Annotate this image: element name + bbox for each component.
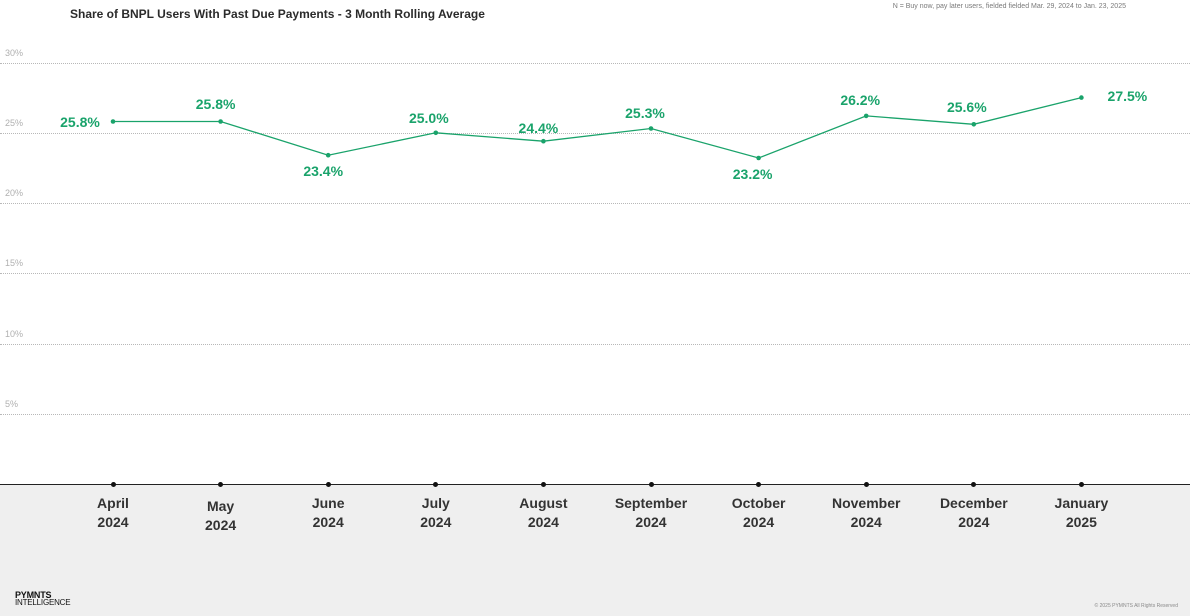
sample-note: N = Buy now, pay later users, fielded fi… xyxy=(892,3,1126,10)
data-label: 25.8% xyxy=(195,95,236,112)
x-tick-mark xyxy=(863,482,869,487)
y-tick-label: 20% xyxy=(5,188,24,198)
data-point xyxy=(110,119,116,124)
x-tick-mark xyxy=(218,482,224,487)
x-tick-label: August 2024 xyxy=(519,495,568,530)
x-tick-label: June 2024 xyxy=(311,495,345,530)
data-point xyxy=(756,155,761,161)
x-tick-mark xyxy=(540,482,546,487)
data-point xyxy=(863,113,869,119)
series-line xyxy=(113,96,1082,159)
x-axis-band xyxy=(0,485,1190,616)
data-label: 25.6% xyxy=(946,99,987,116)
x-tick-mark xyxy=(648,482,654,487)
y-tick-label: 5% xyxy=(5,399,19,409)
gridline xyxy=(0,63,1190,64)
x-tick-label: December 2024 xyxy=(939,495,1008,530)
y-tick-label: 15% xyxy=(5,258,24,268)
logo-line-2: INTELLIGENCE xyxy=(15,598,71,607)
gridline xyxy=(0,414,1190,415)
data-point xyxy=(971,122,977,127)
y-tick-label: 25% xyxy=(5,118,24,128)
x-tick-mark xyxy=(110,482,116,487)
data-label: 26.2% xyxy=(840,91,881,108)
data-label: 25.3% xyxy=(625,104,665,121)
data-point xyxy=(325,152,331,158)
logo-line-1: PYMNTS xyxy=(15,590,52,600)
x-tick-label: September 2024 xyxy=(614,495,688,530)
data-label: 24.4% xyxy=(518,120,559,137)
copyright: © 2025 PYMNTS All Rights Reserved xyxy=(1094,603,1178,609)
x-tick-label: July 2024 xyxy=(420,495,452,530)
x-tick-mark xyxy=(325,482,331,487)
data-point xyxy=(218,119,223,124)
x-tick-label: January 2025 xyxy=(1054,495,1109,530)
x-tick-mark xyxy=(433,482,439,487)
y-tick-label: 10% xyxy=(5,329,24,339)
y-tick-label: 30% xyxy=(5,48,24,58)
gridline xyxy=(0,203,1190,204)
data-label: 23.4% xyxy=(303,163,344,180)
data-point xyxy=(1079,95,1084,100)
x-tick-mark xyxy=(1078,482,1084,487)
x-tick-label: May 2024 xyxy=(205,498,237,533)
data-point xyxy=(648,126,654,131)
chart-title: Share of BNPL Users With Past Due Paymen… xyxy=(70,7,485,21)
data-point xyxy=(541,138,546,144)
data-label: 23.2% xyxy=(732,166,773,183)
x-axis-baseline xyxy=(0,484,1190,485)
x-tick-mark xyxy=(971,482,977,487)
data-label: 27.5% xyxy=(1107,87,1148,104)
x-tick-label: April 2024 xyxy=(97,495,129,530)
data-point xyxy=(433,130,439,136)
brand-logo: PYMNTS INTELLIGENCE xyxy=(15,590,71,607)
x-tick-mark xyxy=(756,482,762,487)
data-label: 25.8% xyxy=(60,113,100,130)
gridline xyxy=(0,273,1190,274)
data-label: 25.0% xyxy=(408,109,449,126)
x-tick-label: November 2024 xyxy=(831,495,901,530)
x-tick-label: October 2024 xyxy=(731,495,786,530)
gridline xyxy=(0,133,1190,134)
gridline xyxy=(0,344,1190,345)
